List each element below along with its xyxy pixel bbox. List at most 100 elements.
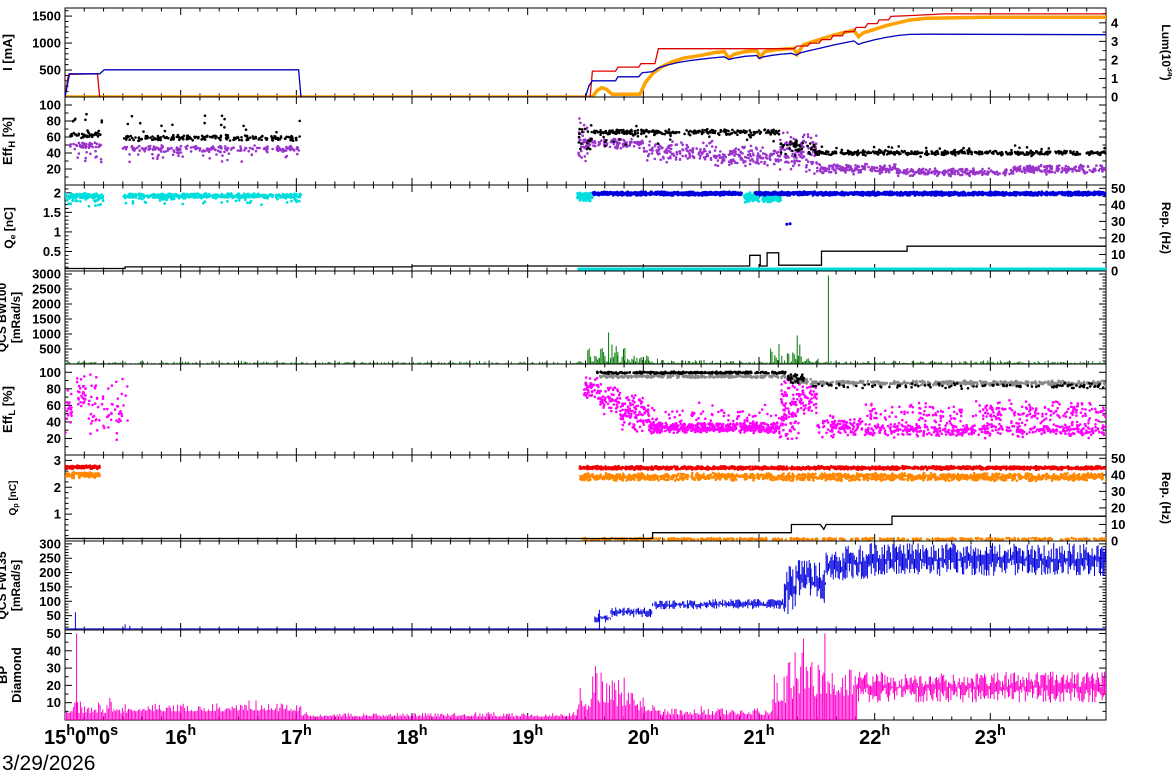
svg-text:1000: 1000	[32, 36, 61, 51]
svg-text:1500: 1500	[32, 312, 61, 327]
svg-text:80: 80	[47, 114, 61, 129]
x-axis-label: 21h	[743, 723, 774, 749]
svg-text:60: 60	[47, 398, 61, 413]
series-qp-orange	[65, 471, 1106, 541]
svg-text:40: 40	[1111, 197, 1125, 212]
svg-text:Rep. (Hz): Rep. (Hz)	[1159, 472, 1172, 524]
series-eff-h-black	[69, 112, 1106, 158]
svg-text:Qe [nC]: Qe [nC]	[2, 207, 18, 248]
svg-text:500: 500	[39, 63, 61, 78]
svg-text:500: 500	[39, 342, 61, 357]
svg-text:Lum(1034): Lum(1034)	[1159, 24, 1172, 80]
svg-text:EffH [%]: EffH [%]	[0, 117, 17, 165]
series-diamond-noise	[65, 633, 858, 720]
panel-bp-diamond: 10 20 30 40 50 BP Diamond	[0, 626, 1107, 721]
svg-text:2: 2	[54, 480, 61, 495]
svg-text:30: 30	[1111, 484, 1125, 499]
series-luminosity	[65, 15, 1106, 97]
svg-text:BP: BP	[0, 666, 10, 684]
svg-text:QCS FW135: QCS FW135	[0, 551, 9, 619]
svg-text:250: 250	[39, 551, 61, 566]
series-qe-blue	[591, 190, 1106, 226]
svg-text:100: 100	[39, 98, 61, 113]
svg-text:2: 2	[1111, 52, 1118, 67]
svg-text:40: 40	[1111, 467, 1125, 482]
svg-text:1: 1	[1111, 71, 1118, 86]
svg-text:3: 3	[1111, 34, 1118, 49]
svg-text:EffL [%]: EffL [%]	[0, 386, 17, 433]
svg-text:Rep. (Hz): Rep. (Hz)	[1159, 202, 1172, 254]
svg-text:3000: 3000	[32, 267, 61, 282]
series-eff-l-magenta	[65, 373, 1106, 442]
x-axis-label: 18h	[396, 723, 427, 749]
svg-text:10: 10	[1111, 517, 1125, 532]
series-rep-rate-p	[65, 515, 1106, 540]
series-qe-cyan	[65, 191, 782, 208]
svg-text:1: 1	[54, 507, 61, 522]
series-diamond-band	[856, 671, 1106, 703]
svg-text:100: 100	[39, 594, 61, 609]
series-eff-l-gray	[598, 373, 1106, 387]
date-label: 3/29/2026	[2, 752, 96, 775]
svg-text:40: 40	[47, 414, 61, 429]
svg-text:200: 200	[39, 565, 61, 580]
svg-text:20: 20	[47, 162, 61, 177]
svg-text:40: 40	[47, 643, 61, 658]
series-her-current	[65, 13, 1106, 97]
svg-text:10: 10	[47, 695, 61, 710]
svg-text:100: 100	[39, 365, 61, 380]
svg-text:QCS BW100: QCS BW100	[0, 283, 9, 353]
series-rep-rate-e	[65, 245, 1106, 270]
svg-text:50: 50	[47, 626, 61, 641]
svg-text:0.5: 0.5	[43, 244, 61, 259]
x-axis-label: 22h	[859, 723, 890, 749]
svg-text:30: 30	[1111, 214, 1125, 229]
svg-text:[mRad/s]: [mRad/s]	[9, 560, 23, 611]
svg-text:2500: 2500	[32, 282, 61, 297]
series-qcs-bw100-loss	[65, 275, 1106, 364]
series-qp-red	[65, 464, 1106, 471]
svg-text:[mRad/s]: [mRad/s]	[9, 292, 23, 343]
x-axis-label: 16h	[165, 723, 196, 749]
svg-text:1500: 1500	[32, 9, 61, 24]
svg-text:10: 10	[1111, 247, 1125, 262]
svg-text:4: 4	[1111, 15, 1119, 30]
svg-text:I [mA]: I [mA]	[0, 34, 15, 71]
svg-text:Qp [nC]: Qp [nC]	[8, 481, 20, 516]
svg-text:300: 300	[39, 536, 61, 551]
svg-text:40: 40	[47, 146, 61, 161]
svg-text:1000: 1000	[32, 327, 61, 342]
x-axis-label: 17h	[281, 723, 312, 749]
svg-text:2: 2	[54, 185, 61, 200]
svg-text:2000: 2000	[32, 297, 61, 312]
svg-text:20: 20	[47, 678, 61, 693]
svg-text:80: 80	[47, 381, 61, 396]
series-eff-l-black	[595, 370, 1105, 391]
svg-text:0: 0	[1111, 90, 1118, 105]
x-axis-label: 23h	[975, 723, 1006, 749]
svg-text:20: 20	[47, 431, 61, 446]
panel-beam-current-luminosity: 500 1000 1500 0 1 2 3 4 I [mA] Lum(1034)	[0, 7, 1172, 105]
series-ler-current	[65, 33, 1106, 97]
svg-text:0: 0	[1111, 264, 1118, 279]
x-axis-label: 20h	[628, 723, 659, 749]
x-axis-label: 15h0m0s	[44, 723, 118, 749]
svg-text:150: 150	[39, 579, 61, 594]
svg-text:1: 1	[54, 224, 61, 239]
svg-text:3: 3	[54, 453, 61, 468]
svg-text:0: 0	[1111, 534, 1118, 549]
svg-text:50: 50	[47, 608, 61, 623]
svg-text:1.5: 1.5	[43, 205, 61, 220]
svg-text:60: 60	[47, 130, 61, 145]
svg-text:20: 20	[1111, 230, 1125, 245]
series-fw135-loss	[74, 543, 1106, 630]
svg-text:Diamond: Diamond	[9, 647, 24, 703]
svg-text:50: 50	[1111, 181, 1125, 196]
